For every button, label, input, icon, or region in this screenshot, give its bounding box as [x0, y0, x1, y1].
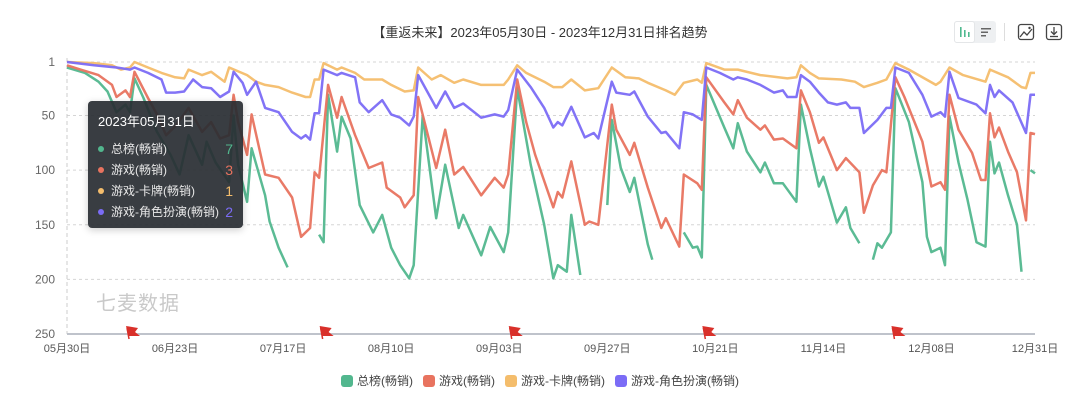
- x-tick-label: 11月14日: [801, 343, 847, 355]
- series-line: [66, 60, 1035, 99]
- x-tick-label: 10月21日: [692, 343, 738, 355]
- tooltip-row: 总榜(畅销) 7: [98, 138, 233, 159]
- y-tick-label: 200: [35, 272, 55, 286]
- legend-label: 游戏-卡牌(畅销): [521, 374, 605, 388]
- event-flag-icon[interactable]: [508, 326, 523, 340]
- x-tick-label: 07月17日: [260, 343, 306, 355]
- legend: 总榜(畅销) 游戏(畅销) 游戏-卡牌(畅销) 游戏-角色扮演(畅销): [0, 372, 1080, 389]
- download-button[interactable]: [1043, 21, 1065, 43]
- x-tick-label: 09月03日: [476, 343, 522, 355]
- legend-swatch: [505, 374, 517, 387]
- chart-title: 【重返未来】2023年05月30日 - 2023年12月31日排名趋势: [372, 25, 708, 40]
- flag-cloth: [319, 326, 334, 336]
- save-image-button[interactable]: [1015, 21, 1037, 43]
- tooltip-row: 游戏-角色扮演(畅销) 2: [98, 201, 233, 222]
- legend-item[interactable]: 游戏(畅销): [423, 372, 495, 389]
- tooltip-date: 2023年05月31日: [98, 114, 195, 129]
- x-tick-label: 12月31日: [1012, 343, 1058, 355]
- tooltip-series-name: 游戏-角色扮演(畅销): [111, 205, 219, 219]
- x-tick-label: 05月30日: [44, 343, 90, 355]
- tooltip-value: 3: [225, 161, 233, 178]
- series-dot: [98, 187, 104, 194]
- event-flag-icon[interactable]: [891, 326, 906, 340]
- watermark: 七麦数据: [96, 293, 180, 315]
- bar-chart-icon: [959, 27, 970, 37]
- series-line: [66, 60, 1035, 150]
- x-tick-label: 12月08日: [908, 343, 954, 355]
- tooltip-series-name: 游戏-卡牌(畅销): [111, 184, 195, 198]
- y-tick-label: 150: [35, 218, 55, 232]
- flag-cloth: [702, 326, 717, 336]
- view-toggle: [954, 21, 996, 43]
- tooltip-value: 7: [225, 140, 233, 157]
- list-icon: [980, 28, 991, 37]
- legend-swatch: [423, 374, 435, 387]
- event-flag-icon[interactable]: [319, 326, 334, 340]
- legend-label: 总榜(畅销): [357, 374, 413, 388]
- legend-label: 游戏(畅销): [439, 374, 495, 388]
- chart-toolbar: [954, 20, 1071, 44]
- legend-item[interactable]: 游戏-卡牌(畅销): [505, 372, 605, 389]
- series-dot: [98, 145, 104, 152]
- list-view-button[interactable]: [975, 21, 996, 43]
- download-icon: [1045, 23, 1063, 41]
- legend-label: 游戏-角色扮演(畅销): [631, 374, 739, 388]
- tooltip-value: 2: [225, 203, 233, 220]
- event-flag-icon[interactable]: [126, 326, 141, 340]
- y-tick-label: 1: [48, 55, 55, 69]
- x-tick-label: 09月27日: [584, 343, 630, 355]
- flag-cloth: [126, 326, 141, 336]
- toolbar-divider: [1004, 23, 1005, 41]
- y-tick-label: 100: [35, 163, 55, 177]
- x-tick-label: 06月23日: [152, 343, 198, 355]
- tooltip-series-name: 游戏(畅销): [111, 163, 167, 177]
- legend-swatch: [341, 374, 353, 387]
- event-flag-icon[interactable]: [702, 326, 717, 340]
- series-dot: [98, 208, 104, 215]
- image-icon: [1017, 23, 1035, 41]
- tooltip-value: 1: [225, 182, 233, 199]
- tooltip-series-name: 总榜(畅销): [111, 142, 167, 156]
- legend-item[interactable]: 游戏-角色扮演(畅销): [615, 372, 739, 389]
- legend-item[interactable]: 总榜(畅销): [341, 372, 413, 389]
- legend-swatch: [615, 374, 627, 387]
- tooltip-row: 游戏(畅销) 3: [98, 159, 233, 180]
- tooltip-row: 游戏-卡牌(畅销) 1: [98, 180, 233, 201]
- flag-cloth: [891, 326, 906, 336]
- x-tick-label: 08月10日: [368, 343, 414, 355]
- flag-cloth: [508, 326, 523, 336]
- tooltip: 2023年05月31日 总榜(畅销) 7 游戏(畅销) 3 游戏-卡牌(畅销) 1 游…: [88, 101, 243, 228]
- y-tick-label: 50: [42, 109, 56, 123]
- bar-view-button[interactable]: [954, 21, 975, 43]
- series-dot: [98, 166, 104, 173]
- y-tick-label: 250: [35, 327, 55, 341]
